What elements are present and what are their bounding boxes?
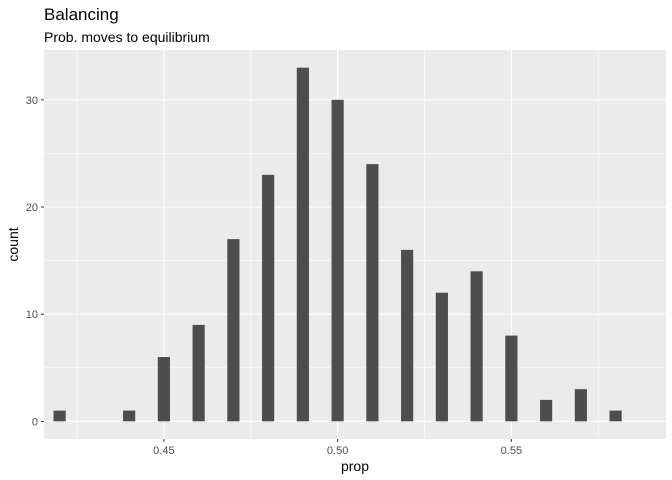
y-tick-label: 0 xyxy=(32,416,38,428)
bar xyxy=(574,389,587,422)
major-gridlines xyxy=(44,50,666,439)
x-tick-label: 0.50 xyxy=(327,445,348,457)
x-axis-ticks: 0.45 0.50 0.55 xyxy=(153,439,522,457)
bar xyxy=(227,239,240,422)
bar xyxy=(123,410,136,422)
y-axis-ticks: 0 10 20 30 xyxy=(26,95,44,428)
chart-title: Balancing xyxy=(44,5,119,24)
bar xyxy=(157,357,170,422)
bar xyxy=(192,324,205,422)
bar xyxy=(609,410,622,422)
bar xyxy=(296,67,309,422)
y-tick-label: 20 xyxy=(26,202,38,214)
bars xyxy=(53,67,622,422)
x-tick-label: 0.55 xyxy=(501,445,522,457)
bar xyxy=(366,164,379,422)
bar xyxy=(262,174,275,422)
x-axis-title: prop xyxy=(341,458,369,474)
x-tick-label: 0.45 xyxy=(153,445,174,457)
y-axis-title: count xyxy=(5,227,21,261)
plot-panel xyxy=(44,50,666,439)
minor-gridlines xyxy=(44,50,666,439)
y-tick-label: 10 xyxy=(26,309,38,321)
bar xyxy=(53,410,66,422)
bar xyxy=(470,271,483,422)
chart-subtitle: Prob. moves to equilibrium xyxy=(44,29,210,45)
bar xyxy=(505,335,518,422)
bar xyxy=(435,292,448,422)
bar xyxy=(401,249,414,422)
y-tick-label: 30 xyxy=(26,95,38,107)
bar xyxy=(331,99,344,422)
bar xyxy=(540,399,553,422)
